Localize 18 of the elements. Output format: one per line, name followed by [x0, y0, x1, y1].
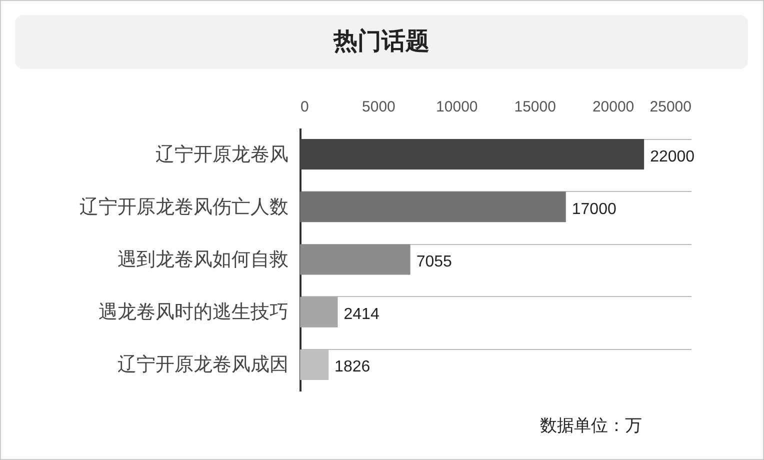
x-tick-label: 0 [300, 98, 309, 116]
y-tick-label: 遇到龙卷风如何自救 [118, 250, 288, 270]
data-label: 2414 [344, 306, 380, 324]
data-label: 7055 [416, 254, 452, 270]
x-tick-label: 5000 [362, 98, 396, 116]
x-tick-label: 25000 [650, 98, 692, 116]
y-tick-label: 遇龙卷风时的逃生技巧 [98, 302, 288, 324]
chart-title: 热门话题 [15, 15, 748, 69]
data-label: 1826 [334, 358, 370, 376]
x-tick-label: 15000 [514, 98, 556, 116]
y-tick-label: 辽宁开原龙卷风伤亡人数 [80, 196, 288, 218]
x-tick-label: 10000 [436, 98, 478, 116]
y-tick-label: 辽宁开原龙卷风成因 [118, 354, 288, 376]
data-label: 17000 [572, 200, 616, 218]
x-tick-label: 20000 [592, 98, 634, 116]
data-label: 22000 [650, 148, 695, 166]
y-tick-label: 辽宁开原龙卷风 [156, 143, 288, 166]
text: 数据单位：万 [540, 415, 642, 437]
